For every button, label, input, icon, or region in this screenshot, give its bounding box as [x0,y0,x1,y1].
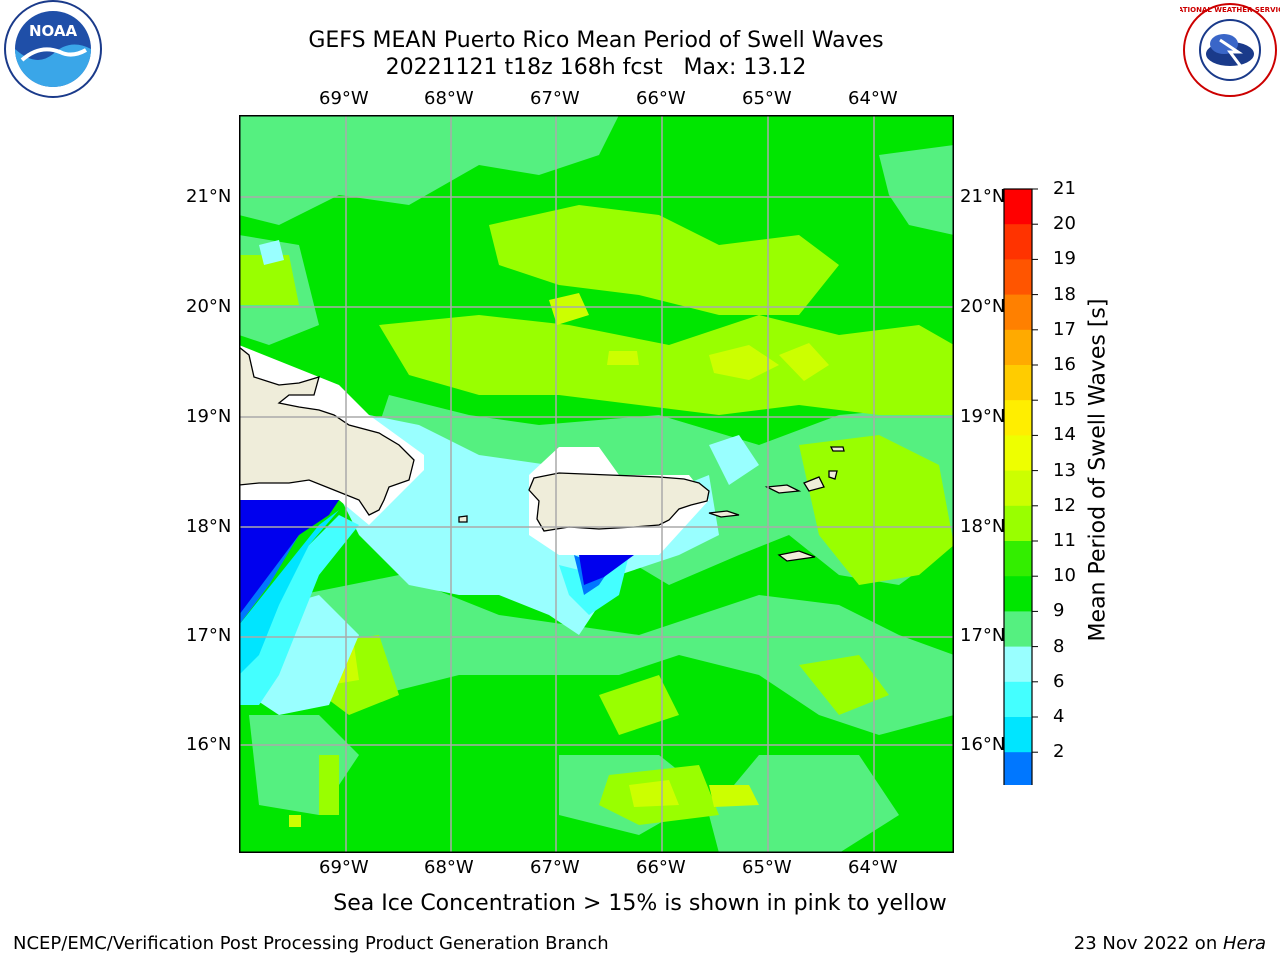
anegada-island [829,446,845,452]
colorbar-tick-label: 8 [1053,635,1065,657]
colorbar-tick-label: 14 [1053,424,1076,446]
lon-label-top: 66°W [636,88,686,109]
colorbar-tick-label: 10 [1053,565,1076,587]
lon-label-bottom: 69°W [319,857,369,878]
contour-11-12 [239,205,954,825]
lat-label-right: 21°N [960,186,1006,207]
colorbar-tick-label: 9 [1053,600,1065,622]
sea-ice-note: Sea Ice Concentration > 15% is shown in … [333,891,947,916]
lon-label-bottom: 64°W [848,857,898,878]
colorbar-tick-label: 16 [1053,354,1076,375]
colorbar-tick-label: 6 [1053,670,1065,692]
colorbar-tick-label: 2 [1053,741,1065,763]
lon-label-bottom: 67°W [530,857,580,878]
colorbar-tick-label: 20 [1053,213,1076,235]
lat-label-right: 16°N [960,734,1006,755]
colorbar-segment [1004,435,1032,472]
hispaniola-land [239,346,415,516]
colorbar-tick-label: 11 [1053,530,1076,551]
virgin-islands-east [803,476,825,492]
colorbar-segment [1004,717,1032,753]
colorbar-segment [1004,224,1032,260]
lat-label-left: 21°N [186,186,232,207]
noaa-logo-text: NOAA [29,22,78,40]
colorbar-segment [1004,646,1032,683]
contour-4-6 [239,510,339,675]
footer-date: 23 Nov 2022 on Hera [1074,933,1266,954]
map-plot [239,115,954,853]
colorbar-segment [1004,329,1032,366]
nws-logo-icon: NATIONAL WEATHER SERVICE [1180,3,1280,97]
noaa-logo-icon: NOAA [4,0,102,98]
lon-label-top: 64°W [848,88,898,109]
colorbar [1003,188,1038,785]
lat-label-right: 17°N [960,625,1006,646]
land [239,346,845,562]
lat-label-right: 20°N [960,296,1006,317]
colorbar-tick-label: 21 [1053,178,1076,199]
small-island [828,470,838,480]
lat-label-right: 18°N [960,516,1006,537]
colorbar-segment [1004,541,1032,577]
colorbar-tick-label: 15 [1053,389,1076,411]
colorbar-segment [1004,365,1032,401]
lon-label-bottom: 66°W [636,857,686,878]
contour-below-2 [239,500,634,615]
mona-island [458,515,468,523]
colorbar-segment [1004,752,1032,785]
puerto-rico-land [528,472,710,532]
virgin-islands-north [764,484,802,494]
colorbar-segment [1004,681,1032,718]
lon-label-bottom: 65°W [742,857,792,878]
graticule [239,115,954,853]
lon-label-top: 69°W [319,88,369,109]
colorbar-segment [1004,294,1032,331]
colorbar-segment [1004,611,1032,648]
lon-label-top: 67°W [530,88,580,109]
colorbar-tick-label: 13 [1053,459,1076,481]
colorbar-tick-label: 4 [1053,706,1065,727]
colorbar-segment [1004,189,1032,225]
lat-label-left: 16°N [186,734,232,755]
lat-label-left: 19°N [186,406,232,427]
lon-label-top: 65°W [742,88,792,109]
map-subtitle: 20221121 t18z 168h fcst Max: 13.12 [385,55,807,80]
lat-label-left: 20°N [186,296,232,317]
footer-date-text: 23 Nov 2022 on [1073,933,1223,954]
colorbar-tick-label: 12 [1053,494,1076,516]
map-title: GEFS MEAN Puerto Rico Mean Period of Swe… [308,28,884,53]
vieques-island [708,510,740,518]
colorbar-tick-label: 19 [1053,248,1076,270]
colorbar-segment [1004,470,1032,507]
colorbar-segment [1004,259,1032,296]
footer-host: Hera [1222,933,1266,954]
colorbar-segment [1004,576,1032,612]
colorbar-tick-label: 17 [1053,318,1076,340]
footer-credit: NCEP/EMC/Verification Post Processing Pr… [13,933,609,954]
lon-label-bottom: 68°W [424,857,474,878]
nws-logo-text: NATIONAL WEATHER SERVICE [1180,6,1280,14]
colorbar-label: Mean Period of Swell Waves [s] [1085,298,1111,642]
colorbar-tick-label: 18 [1053,283,1076,305]
virgin-islands [777,550,816,562]
lat-label-left: 17°N [186,625,232,646]
colorbar-segment [1004,505,1032,542]
colorbar-frame [1003,188,1033,785]
colorbar-segment [1004,400,1032,436]
lat-label-right: 19°N [960,406,1006,427]
lon-label-top: 68°W [424,88,474,109]
lat-label-left: 18°N [186,516,232,537]
